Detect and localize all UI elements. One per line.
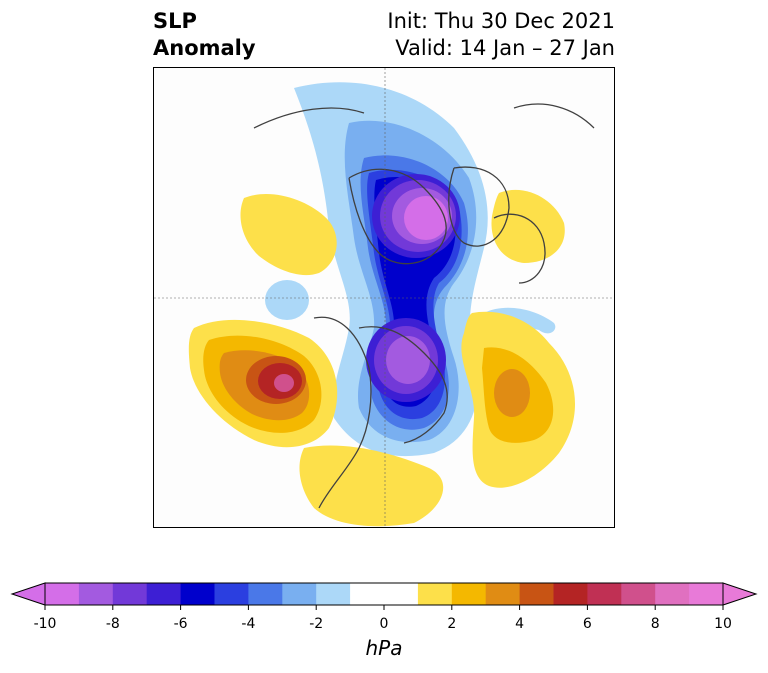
us-gulf-high — [299, 445, 444, 527]
field-type: Anomaly — [153, 36, 256, 60]
field-name: SLP — [153, 9, 197, 33]
colorbar-tick-label: 0 — [379, 616, 389, 632]
colorbar-segment — [655, 583, 690, 605]
colorbar-segment — [180, 583, 215, 605]
colorbar-segment — [282, 583, 317, 605]
colorbar-segment — [384, 583, 419, 605]
pacific-blue-patch — [265, 280, 309, 320]
colorbar-extend-max — [722, 582, 758, 606]
colorbar-segment — [112, 583, 148, 605]
colorbar-tick-label: -8 — [105, 616, 120, 632]
colorbar-tick-label: 2 — [447, 616, 457, 632]
valid-period: Valid: 14 Jan – 27 Jan — [395, 36, 615, 60]
colorbar-segment — [146, 583, 182, 605]
colorbar — [10, 582, 758, 610]
colorbar-tick-label: 8 — [650, 616, 660, 632]
colorbar-segment — [689, 583, 724, 605]
negative-anomaly-region — [265, 82, 556, 457]
colorbar-segment — [621, 583, 656, 605]
colorbar-tick-label: -4 — [241, 616, 256, 632]
arctic-low-core-4 — [404, 196, 448, 240]
colorbar-segment — [417, 583, 453, 605]
colorbar-segment — [214, 583, 249, 605]
colorbar-segment — [519, 583, 554, 605]
colorbar-segment — [485, 583, 521, 605]
europe-high — [491, 189, 565, 263]
colorbar-segment — [553, 583, 588, 605]
init-time: Init: Thu 30 Dec 2021 — [387, 9, 615, 33]
colorbar-tick-label: -2 — [309, 616, 324, 632]
asia-coastline — [253, 103, 595, 129]
colorbar-tick-label: -10 — [33, 616, 57, 632]
colorbar-extend-min — [10, 582, 46, 606]
coastlines — [253, 103, 595, 509]
graticule — [154, 68, 614, 527]
colorbar-tick-label: 6 — [582, 616, 592, 632]
hudson-low-core-3 — [386, 336, 430, 384]
colorbar-segment — [78, 583, 114, 605]
colorbar-segment — [45, 583, 80, 605]
greenland-coastline — [448, 166, 510, 247]
positive-anomaly-region — [188, 189, 576, 527]
map-svg — [154, 68, 614, 527]
colorbar-unit: hPa — [365, 636, 403, 660]
colorbar-tick-label: 4 — [515, 616, 525, 632]
bering-high — [240, 194, 337, 276]
europe-coastline — [493, 213, 546, 284]
colorbar-segment — [451, 583, 487, 605]
pacific-high-core — [274, 374, 294, 392]
north-america-coastline — [313, 316, 448, 509]
colorbar-segment — [316, 583, 351, 605]
colorbar-tick-label: -6 — [173, 616, 188, 632]
field-title: SLP Anomaly — [153, 8, 256, 62]
colorbar-tick-label: 10 — [714, 616, 732, 632]
arctic-coastline — [348, 168, 447, 265]
atlantic-high-core — [494, 369, 530, 417]
colorbar-segment — [248, 583, 283, 605]
colorbar-segment — [587, 583, 622, 605]
anomaly-map — [153, 67, 615, 528]
forecast-info: Init: Thu 30 Dec 2021 Valid: 14 Jan – 27… — [387, 8, 615, 62]
colorbar-segment — [350, 583, 385, 605]
